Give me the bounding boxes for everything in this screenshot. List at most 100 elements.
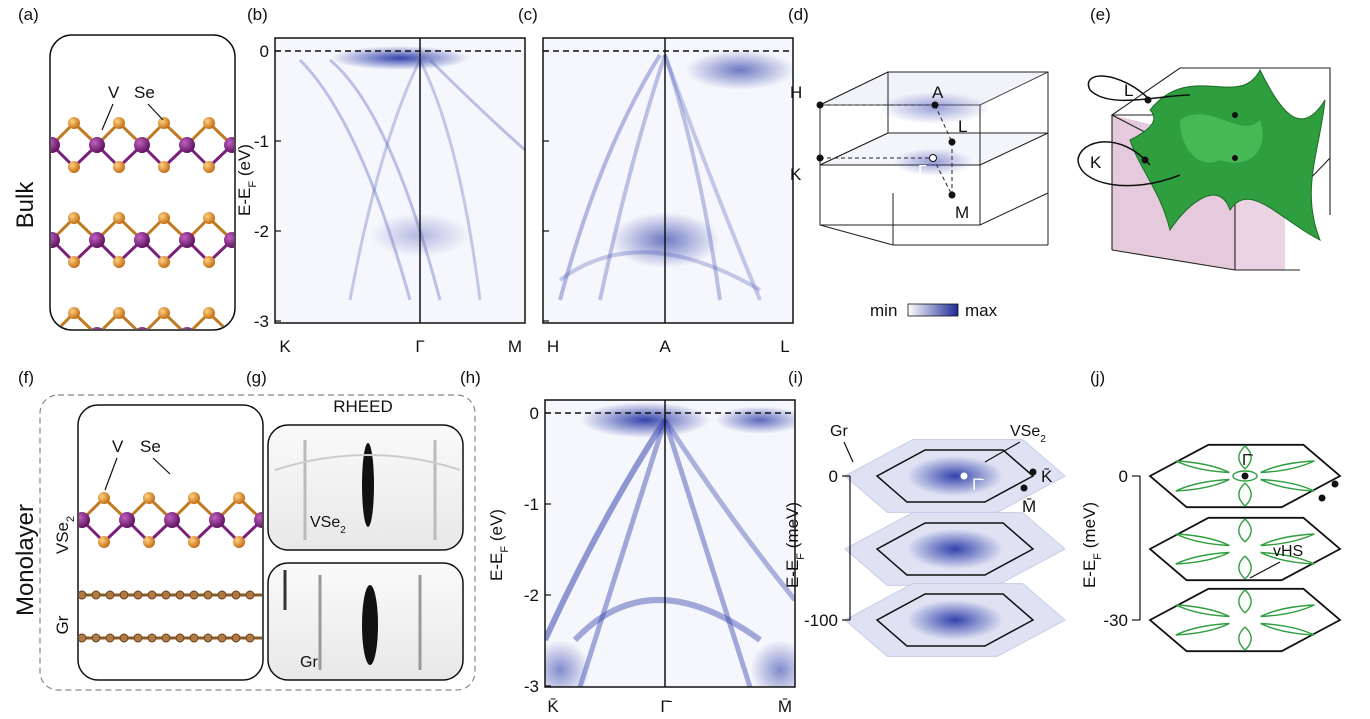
band-c-top	[685, 50, 793, 90]
a2-se-atom	[158, 256, 170, 268]
fs-contour	[1175, 460, 1230, 474]
fs-contour	[1244, 555, 1252, 580]
carbon-atom	[217, 633, 227, 643]
label-vse2-i: VSe2	[1010, 423, 1046, 445]
point-gamma-j: Γ̄	[1242, 452, 1254, 469]
c-xtick-1: A	[659, 337, 671, 356]
rheed-title: RHEED	[333, 397, 393, 416]
carbon-atom	[91, 633, 101, 643]
point-k-i: K̄	[1041, 467, 1053, 486]
label-gr-i: Gr	[830, 423, 848, 440]
carbon-atom	[133, 633, 143, 643]
f-v-atom	[209, 512, 225, 528]
fs-contour	[1260, 622, 1315, 636]
f-se-atom	[98, 492, 110, 504]
fs-contour	[1260, 533, 1315, 547]
rheed-gr-streak	[362, 585, 378, 665]
a2-se-atom	[203, 212, 215, 224]
h-xtick-0: K̄	[547, 697, 559, 716]
fs-point-k: K	[1090, 153, 1102, 172]
fs-contour	[1260, 551, 1315, 565]
f-v-atom	[254, 512, 262, 528]
a1-v-atom	[89, 137, 105, 153]
carbon-atom	[119, 590, 129, 600]
a1-se-atom	[203, 117, 215, 129]
carbon-atom	[217, 590, 227, 600]
atom-label-v-f: V	[112, 437, 124, 456]
panel-label-e: (e)	[1090, 5, 1111, 24]
fs-contour	[1175, 478, 1230, 492]
b-ytick-1: -1	[254, 132, 269, 151]
a1-v-atom	[224, 137, 234, 153]
fs-contour	[1175, 551, 1230, 565]
panel-label-g: (g)	[246, 368, 267, 387]
h-ytick-3: -3	[524, 677, 539, 696]
b-xtick-1: Γ	[415, 337, 424, 356]
b-ytick-2: -2	[254, 222, 269, 241]
fs-contour	[1238, 482, 1246, 507]
panel-label-c: (c)	[518, 5, 538, 24]
slice-k	[1077, 141, 1181, 187]
axes-h	[544, 399, 796, 688]
carbon-atom	[231, 590, 241, 600]
h-ytick-2: -2	[524, 586, 539, 605]
ylabel-j: E-EF (meV)	[1080, 502, 1104, 588]
fs-contour	[1244, 445, 1252, 470]
b-xtick-2: M	[508, 337, 522, 356]
b-ytick-0: 0	[260, 42, 269, 61]
schematic-bz-1	[1148, 516, 1342, 582]
f-v-atom	[119, 512, 135, 528]
a2-se-atom	[248, 256, 260, 268]
panel-label-h: (h)	[460, 368, 481, 387]
carbon-atom	[175, 590, 185, 600]
bz-point-h: H	[790, 83, 802, 102]
carbon-atom	[133, 590, 143, 600]
fs-intensity-1	[907, 529, 1003, 569]
fs-contour	[1238, 518, 1246, 543]
f-se-atom	[143, 492, 155, 504]
layer-label-vse2: VSe2	[53, 516, 77, 554]
fs-contour	[1238, 589, 1246, 614]
a3-se-atom	[113, 351, 125, 363]
dashed-frame	[39, 394, 476, 691]
point-m-i: M̄	[1022, 497, 1036, 516]
bz-point-l: L	[958, 117, 967, 136]
band-h-top	[580, 402, 710, 438]
fs-contour	[1260, 460, 1315, 474]
fs-contour	[1175, 533, 1230, 547]
carbon-atom	[105, 590, 115, 600]
panel-h-arpes: 0 -1 -2 -3 K̄ Γ̄ M̄ E-EF (eV)	[487, 399, 796, 716]
structure-frame-f	[77, 404, 264, 681]
panel-d-points: H A L K Γ M	[790, 83, 969, 222]
a2-se-atom	[68, 212, 80, 224]
label-vhs: vHS	[1273, 543, 1303, 560]
fs-contour	[1244, 482, 1252, 507]
fs-contour	[1175, 604, 1230, 618]
carbon-atom	[147, 633, 157, 643]
a2-se-atom	[203, 256, 215, 268]
carbon-atom	[189, 590, 199, 600]
fs-contour	[1175, 622, 1230, 636]
colorbar: min max	[870, 301, 998, 320]
a2-v-atom	[179, 232, 195, 248]
fs-contour	[1238, 445, 1246, 470]
a3-v-atom	[51, 327, 60, 329]
layer-label-gr: Gr	[53, 615, 72, 634]
carbon-atom	[161, 590, 171, 600]
panel-label-i: (i)	[788, 368, 803, 387]
bz-point-k: K	[790, 165, 802, 184]
row-label-bulk: Bulk	[12, 181, 39, 229]
panel-label-a: (a)	[18, 5, 39, 24]
a3-v-atom	[224, 327, 234, 329]
carbon-atom	[161, 633, 171, 643]
fs-contour	[1244, 518, 1252, 543]
vse2-bz-2	[875, 593, 1035, 647]
fs-contour	[1244, 589, 1252, 614]
vse2-bz-1	[875, 522, 1035, 576]
point-gamma-i: Γ̄	[972, 475, 984, 494]
fs-point-l: L	[1124, 81, 1133, 100]
fs-contour	[1260, 478, 1315, 492]
fs-contour	[1244, 626, 1252, 651]
panel-f-structure: V Se VSe2 Gr	[39, 394, 476, 691]
ylabel-i: E-EF (meV)	[783, 502, 807, 588]
